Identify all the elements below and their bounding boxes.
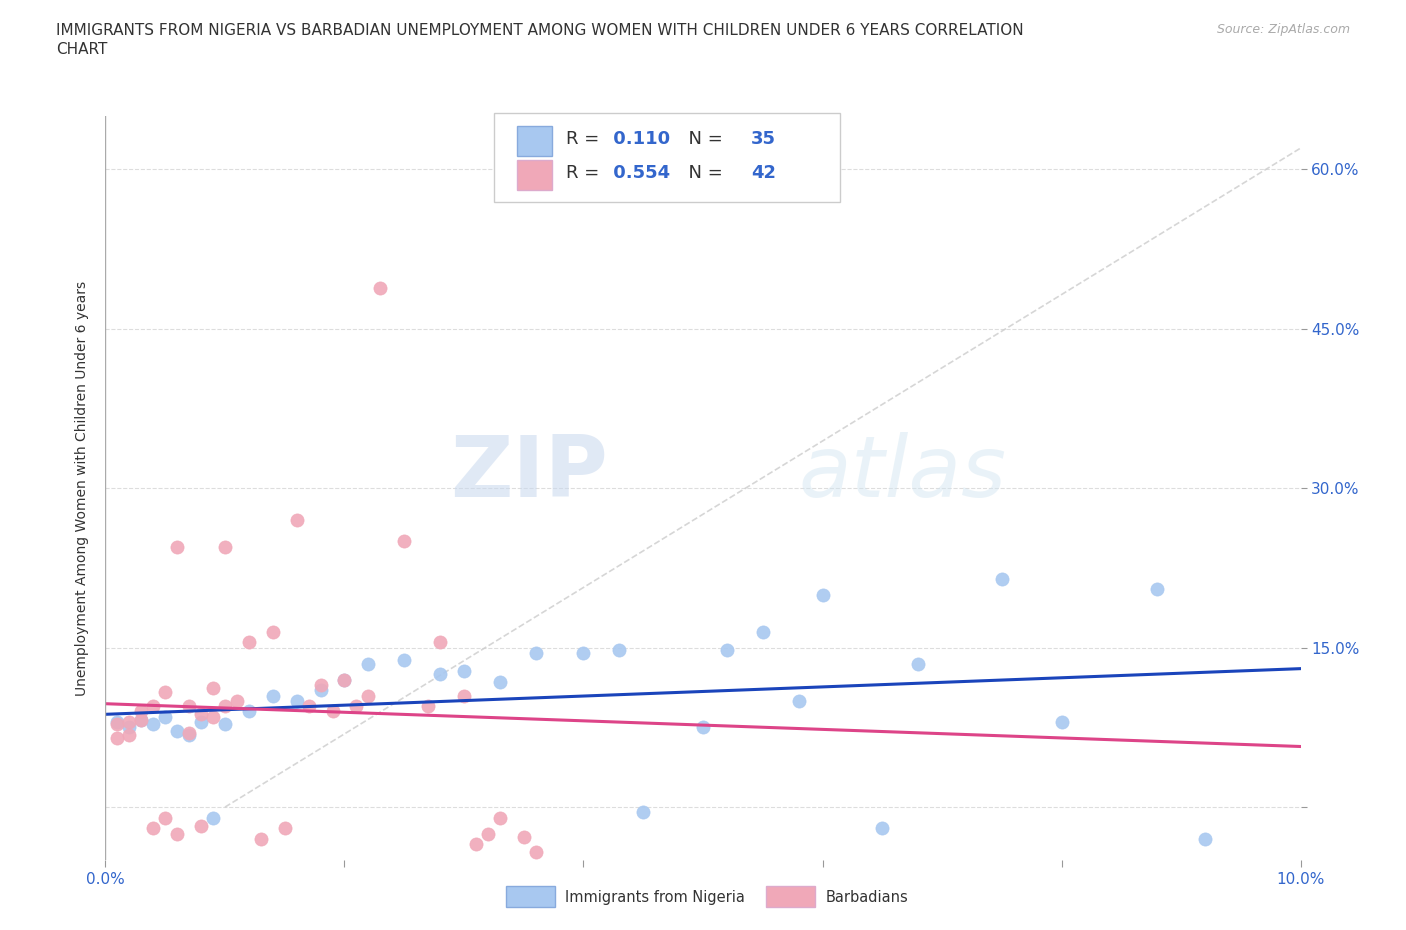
Point: [907, 657, 929, 671]
Point: [107, 731, 129, 746]
Point: [453, 664, 475, 679]
Point: [524, 645, 547, 660]
Point: [129, 712, 153, 727]
Point: [107, 717, 129, 732]
Point: [202, 810, 225, 825]
Text: Source: ZipAtlas.com: Source: ZipAtlas.com: [1216, 23, 1350, 36]
Point: [333, 672, 356, 687]
Text: 35: 35: [751, 129, 776, 148]
Point: [572, 645, 595, 660]
Point: [118, 720, 141, 735]
Point: [225, 694, 249, 709]
Point: [142, 717, 165, 732]
Y-axis label: Unemployment Among Women with Children Under 6 years: Unemployment Among Women with Children U…: [76, 281, 90, 696]
Text: Immigrants from Nigeria: Immigrants from Nigeria: [565, 890, 745, 905]
Text: IMMIGRANTS FROM NIGERIA VS BARBADIAN UNEMPLOYMENT AMONG WOMEN WITH CHILDREN UNDE: IMMIGRANTS FROM NIGERIA VS BARBADIAN UNE…: [56, 23, 1024, 38]
Point: [155, 710, 177, 724]
Point: [190, 706, 212, 721]
Text: 0.554: 0.554: [607, 164, 671, 182]
Point: [357, 688, 380, 703]
Point: [129, 704, 153, 719]
Point: [429, 635, 451, 650]
Point: [633, 805, 655, 820]
Point: [513, 830, 536, 844]
Point: [142, 821, 165, 836]
Point: [464, 837, 488, 852]
Point: [118, 727, 141, 742]
Point: [368, 281, 391, 296]
Point: [751, 624, 773, 639]
Point: [607, 643, 630, 658]
Point: [872, 821, 894, 836]
Point: [177, 698, 201, 713]
Point: [477, 826, 499, 841]
Point: [489, 674, 512, 689]
Point: [453, 688, 475, 703]
Point: [262, 688, 284, 703]
Point: [418, 698, 440, 713]
Point: [1050, 714, 1073, 729]
FancyBboxPatch shape: [494, 113, 841, 202]
Point: [166, 826, 188, 841]
Point: [787, 694, 810, 709]
Point: [238, 704, 260, 719]
Text: ZIP: ZIP: [450, 432, 607, 515]
Point: [177, 727, 201, 742]
Point: [273, 821, 295, 836]
Text: CHART: CHART: [56, 42, 108, 57]
Point: [202, 710, 225, 724]
Point: [298, 698, 321, 713]
Point: [357, 657, 380, 671]
Point: [524, 844, 547, 859]
Point: [177, 725, 201, 740]
Text: N =: N =: [676, 164, 728, 182]
Point: [309, 677, 332, 692]
Point: [285, 694, 308, 709]
Point: [250, 831, 273, 846]
Point: [238, 635, 260, 650]
Point: [811, 587, 834, 602]
Point: [333, 672, 356, 687]
Point: [1146, 582, 1168, 597]
Text: 0.110: 0.110: [607, 129, 671, 148]
Point: [155, 810, 177, 825]
Point: [190, 818, 212, 833]
Point: [155, 684, 177, 699]
Point: [214, 698, 236, 713]
Point: [346, 698, 368, 713]
Point: [429, 667, 451, 682]
Point: [489, 810, 512, 825]
Point: [321, 704, 344, 719]
Point: [262, 624, 284, 639]
Text: N =: N =: [676, 129, 728, 148]
Text: 42: 42: [751, 164, 776, 182]
Point: [107, 714, 129, 729]
Text: atlas: atlas: [799, 432, 1007, 515]
FancyBboxPatch shape: [516, 126, 553, 155]
Point: [394, 534, 416, 549]
Point: [129, 712, 153, 727]
Point: [214, 717, 236, 732]
Point: [990, 571, 1012, 586]
Point: [166, 539, 188, 554]
Point: [716, 643, 738, 658]
Point: [1194, 831, 1216, 846]
Point: [394, 653, 416, 668]
Point: [190, 714, 212, 729]
Point: [214, 539, 236, 554]
Point: [692, 720, 714, 735]
Point: [166, 724, 188, 738]
Point: [118, 714, 141, 729]
Point: [309, 683, 332, 698]
Text: R =: R =: [565, 164, 605, 182]
Point: [285, 512, 308, 527]
Point: [202, 681, 225, 696]
Text: R =: R =: [565, 129, 605, 148]
Text: Barbadians: Barbadians: [825, 890, 908, 905]
Point: [142, 698, 165, 713]
FancyBboxPatch shape: [516, 160, 553, 190]
